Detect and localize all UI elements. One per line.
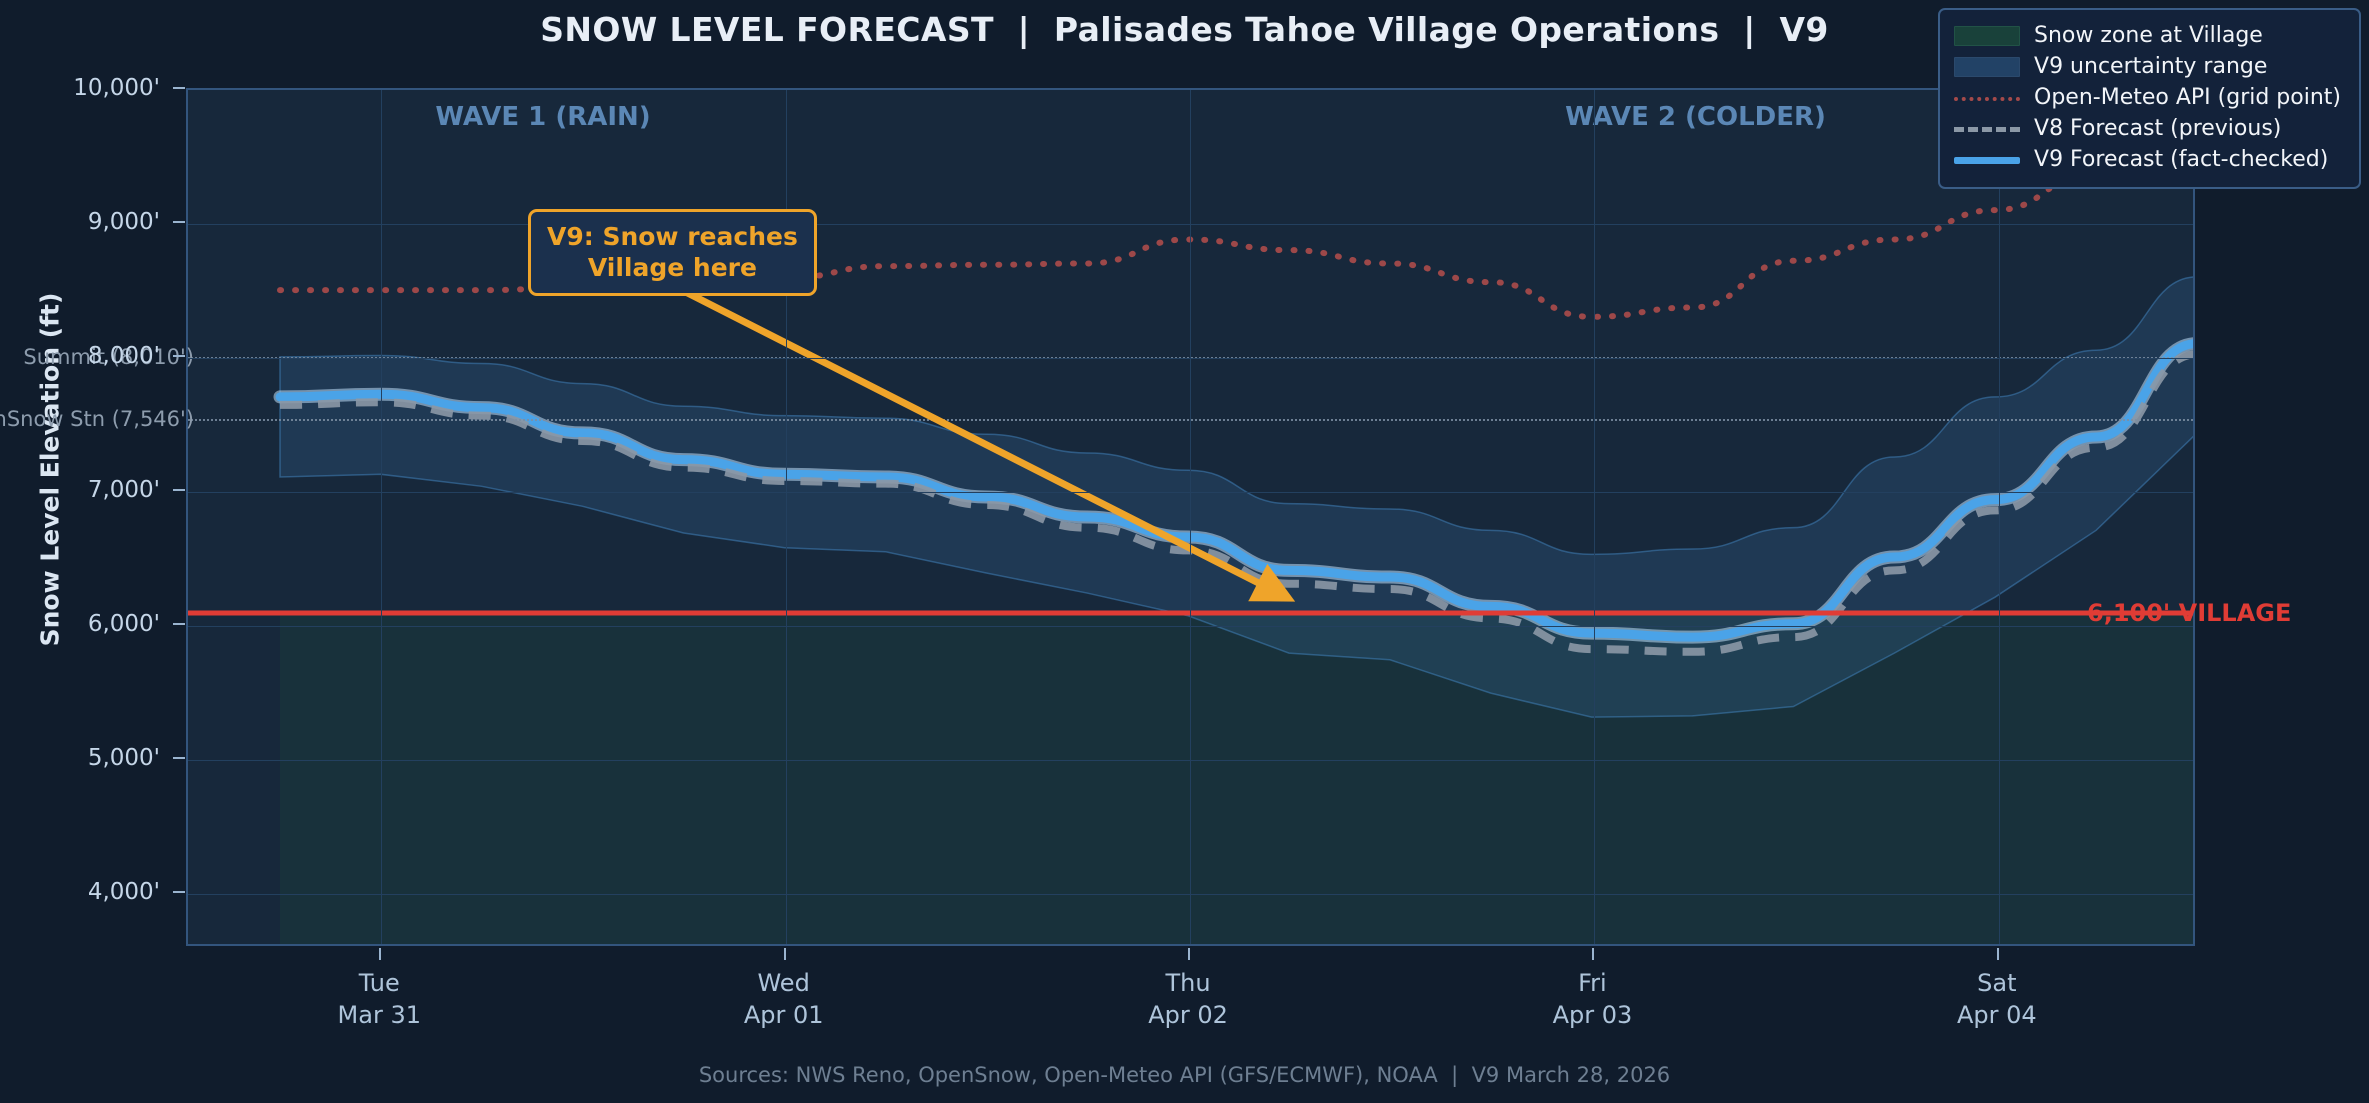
- x-axis-tick-mark: [1996, 948, 1999, 960]
- x-axis-tick-label: Tue Mar 31: [337, 969, 421, 1029]
- y-axis-tick-mark: [173, 489, 185, 492]
- y-axis-tick-label: 9,000': [87, 209, 160, 236]
- legend-swatch-patch-green-icon: [1954, 25, 2021, 47]
- legend-item-label: Open-Meteo API (grid point): [2034, 85, 2341, 110]
- x-axis-tick-label: Fri Apr 03: [1552, 969, 1633, 1029]
- grid-line-vertical: [1998, 90, 2000, 944]
- y-axis-tick-label: 6,000': [87, 611, 160, 638]
- legend-item[interactable]: V9 uncertainty range: [1954, 51, 2341, 82]
- y-axis-tick-label: 10,000': [73, 75, 160, 101]
- reference-line-label: OpenSnow Stn (7,546'): [0, 406, 194, 431]
- y-axis-tick-mark: [173, 355, 185, 358]
- reference-line-label: Summit (8,010'): [23, 344, 194, 369]
- plot-area: Summit (8,010') OpenSnow Stn (7,546') 6,10…: [0, 88, 2291, 946]
- snow-reaches-village-callout: V9: Snow reaches Village here: [528, 209, 817, 296]
- legend-item-label: Snow zone at Village: [2034, 23, 2263, 48]
- wave-1-label: WAVE 1 (RAIN): [435, 102, 651, 132]
- legend-item-label: V9 uncertainty range: [2034, 54, 2268, 79]
- wave-2-label: WAVE 2 (COLDER): [1565, 102, 1826, 132]
- x-axis-tick-mark: [1188, 948, 1191, 960]
- legend-swatch-dashed-grey-icon: [1954, 118, 2021, 140]
- x-axis-tick-mark: [1592, 948, 1595, 960]
- x-axis-tick-mark: [783, 948, 786, 960]
- y-axis-tick-mark: [173, 87, 185, 89]
- y-axis-tick-mark: [173, 623, 185, 626]
- y-axis-label: Snow Level Elevation (ft): [35, 292, 65, 647]
- x-axis-tick-label: Sat Apr 04: [1956, 969, 2037, 1029]
- y-axis-tick-label: 5,000': [87, 745, 160, 772]
- y-axis-tick-label: 8,000': [87, 343, 160, 370]
- y-axis-tick-mark: [173, 757, 185, 760]
- grid-line-vertical: [1190, 90, 1192, 944]
- legend-item[interactable]: V9 Forecast (fact-checked): [1954, 144, 2341, 175]
- grid-line-vertical: [381, 90, 383, 944]
- legend-swatch-solid-blue-icon: [1954, 149, 2021, 171]
- y-axis-tick-mark: [173, 221, 185, 224]
- grid-line-vertical: [1594, 90, 1596, 944]
- legend-item[interactable]: Snow zone at Village: [1954, 20, 2341, 51]
- x-axis-tick-label: Wed Apr 01: [743, 969, 824, 1029]
- y-axis-tick-label: 4,000': [87, 879, 160, 906]
- grid-line-vertical: [785, 90, 787, 944]
- page-title: SNOW LEVEL FORECAST | Palisades Tahoe Vi…: [540, 10, 1829, 49]
- legend-item[interactable]: V8 Forecast (previous): [1954, 113, 2341, 144]
- y-axis-tick-mark: [173, 891, 185, 894]
- legend-item-label: V8 Forecast (previous): [2034, 116, 2282, 141]
- sources-footer: Sources: NWS Reno, OpenSnow, Open-Meteo …: [698, 1063, 1671, 1087]
- legend-item[interactable]: Open-Meteo API (grid point): [1954, 82, 2341, 113]
- chart-legend: Snow zone at Village V9 uncertainty range…: [1938, 8, 2361, 189]
- village-elevation-label: 6,100' VILLAGE: [2087, 598, 2292, 627]
- legend-swatch-dotted-red-icon: [1954, 87, 2021, 109]
- legend-swatch-patch-blue-icon: [1954, 56, 2021, 78]
- y-axis-tick-label: 7,000': [87, 477, 160, 504]
- x-axis-tick-mark: [379, 948, 382, 960]
- x-axis-tick-label: Thu Apr 02: [1148, 969, 1228, 1029]
- legend-item-label: V9 Forecast (fact-checked): [2034, 147, 2329, 172]
